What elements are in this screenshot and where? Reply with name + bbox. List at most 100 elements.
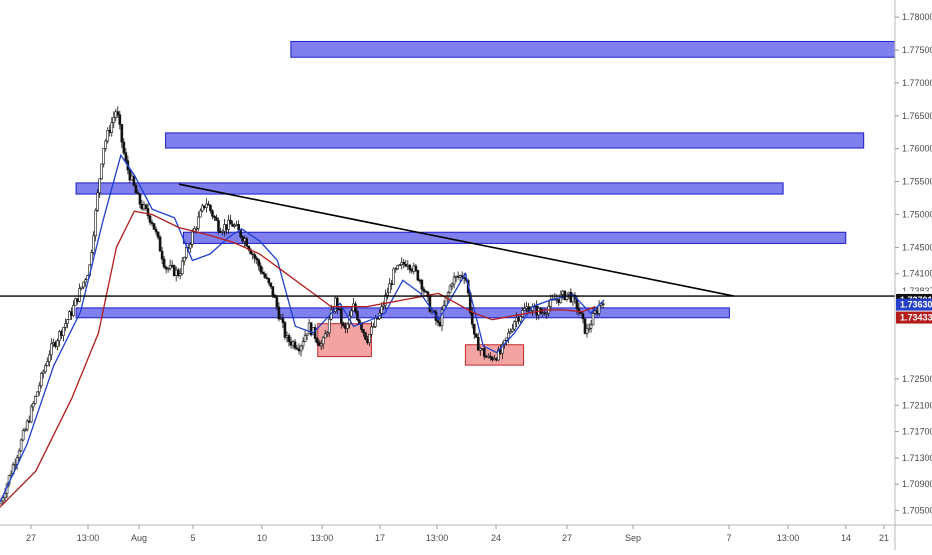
candle bbox=[325, 330, 329, 337]
candle bbox=[364, 332, 367, 341]
price-tick-label: 1.77500 bbox=[902, 45, 932, 55]
price-tick-label: 1.72500 bbox=[902, 374, 932, 384]
annotation-lines bbox=[0, 183, 895, 297]
candle bbox=[146, 203, 150, 220]
price-tick-label: 1.78000 bbox=[902, 12, 932, 22]
candle bbox=[380, 302, 383, 319]
candle bbox=[62, 326, 65, 342]
price-tag-blue: 1.73630 bbox=[896, 298, 932, 311]
candle bbox=[265, 273, 269, 280]
candle bbox=[33, 395, 37, 405]
candle bbox=[58, 329, 61, 347]
candle bbox=[178, 268, 182, 280]
candle bbox=[474, 333, 478, 339]
candle bbox=[182, 256, 186, 266]
candle bbox=[416, 269, 420, 282]
price-tick-label: 1.76000 bbox=[902, 144, 932, 154]
candle bbox=[350, 307, 353, 317]
candle bbox=[156, 231, 160, 240]
candle bbox=[261, 266, 265, 275]
candle bbox=[217, 217, 220, 235]
price-tick-label: 1.72100 bbox=[902, 400, 932, 410]
candle bbox=[166, 267, 170, 273]
candle bbox=[37, 381, 41, 396]
candle bbox=[104, 138, 108, 152]
price-tick-label: 1.76500 bbox=[902, 111, 932, 121]
descending-trendline[interactable] bbox=[178, 183, 735, 297]
price-tag-label: 1.73630 bbox=[900, 300, 932, 310]
candle bbox=[311, 327, 315, 336]
candle bbox=[402, 259, 406, 269]
zone-resistance-0[interactable] bbox=[290, 40, 896, 58]
price-tick-label: 1.75500 bbox=[902, 177, 932, 187]
candle bbox=[448, 284, 452, 294]
candle bbox=[501, 341, 504, 360]
candle bbox=[162, 255, 166, 269]
time-axis[interactable]: 27 13:00 Aug 5 10 13:00 17 13:00 24 27 Sep 7 13:00 14… bbox=[26, 525, 889, 543]
price-tick-label: 1.71700 bbox=[902, 427, 932, 437]
candle bbox=[281, 313, 285, 329]
candle bbox=[321, 336, 325, 350]
candle bbox=[295, 344, 299, 351]
zone-resistance-2[interactable] bbox=[75, 182, 784, 195]
time-tick-label: 13:00 bbox=[777, 533, 800, 543]
candle bbox=[340, 303, 343, 329]
price-tick-label: 1.77000 bbox=[902, 78, 932, 88]
candle bbox=[301, 337, 305, 350]
candle bbox=[370, 321, 373, 337]
candle bbox=[283, 320, 287, 340]
candle bbox=[211, 209, 214, 220]
price-tick-label: 1.70500 bbox=[902, 506, 932, 516]
candle bbox=[414, 263, 418, 273]
candle bbox=[158, 234, 162, 252]
candle bbox=[84, 277, 87, 287]
candle bbox=[245, 236, 248, 247]
candle bbox=[92, 231, 95, 256]
candle bbox=[64, 318, 67, 331]
candle bbox=[118, 110, 122, 130]
time-tick-label: Sep bbox=[625, 533, 641, 543]
candle bbox=[398, 263, 402, 267]
candle bbox=[513, 320, 516, 332]
candle bbox=[100, 163, 103, 180]
moving-average-fast-line bbox=[0, 153, 605, 503]
candle bbox=[583, 318, 587, 335]
candle bbox=[164, 265, 168, 274]
zone-resistance-3[interactable] bbox=[182, 231, 847, 244]
candle bbox=[124, 148, 128, 164]
candle bbox=[80, 286, 83, 291]
time-tick-label: 27 bbox=[26, 533, 36, 543]
candle bbox=[150, 219, 154, 227]
candle bbox=[17, 448, 21, 461]
candle bbox=[336, 296, 339, 315]
candle bbox=[267, 277, 271, 286]
moving-average-slow-line bbox=[0, 210, 596, 508]
price-axis[interactable]: 1.78000 1.77500 1.77000 1.76500 1.76000 1.755… bbox=[895, 12, 932, 516]
candle bbox=[39, 371, 43, 389]
price-tick-label: 1.71300 bbox=[902, 453, 932, 463]
candle bbox=[386, 287, 389, 300]
zone-support-4[interactable] bbox=[75, 307, 730, 319]
candle bbox=[263, 271, 267, 279]
candle bbox=[309, 321, 313, 337]
candle bbox=[148, 214, 152, 226]
candle bbox=[136, 189, 140, 195]
candle bbox=[275, 294, 279, 311]
candle bbox=[19, 438, 23, 452]
candle bbox=[382, 301, 385, 310]
candle bbox=[509, 328, 512, 335]
candle bbox=[507, 328, 510, 344]
zone-resistance-1[interactable] bbox=[165, 132, 865, 149]
candle bbox=[545, 311, 549, 319]
candle bbox=[372, 322, 375, 328]
candle bbox=[315, 337, 319, 346]
candle bbox=[269, 282, 273, 289]
candle bbox=[476, 332, 480, 351]
candle bbox=[82, 281, 85, 290]
candle bbox=[237, 220, 240, 230]
time-tick-label: 13:00 bbox=[426, 533, 449, 543]
candle bbox=[489, 352, 492, 361]
candle bbox=[31, 400, 35, 412]
